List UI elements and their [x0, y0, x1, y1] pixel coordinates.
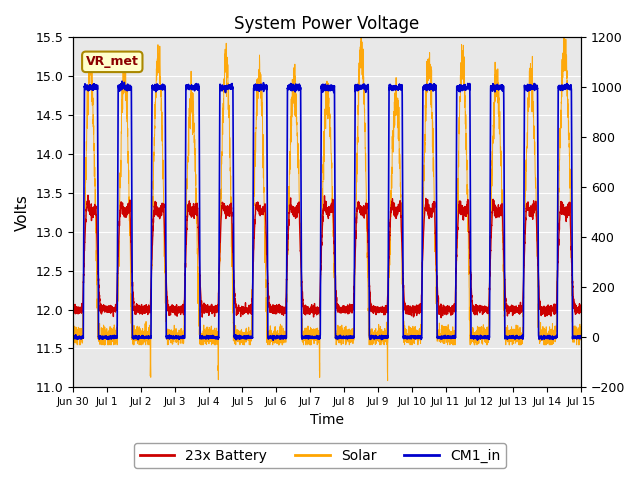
Text: VR_met: VR_met — [86, 55, 139, 68]
X-axis label: Time: Time — [310, 413, 344, 427]
Y-axis label: Volts: Volts — [15, 194, 30, 231]
Legend: 23x Battery, Solar, CM1_in: 23x Battery, Solar, CM1_in — [134, 443, 506, 468]
Title: System Power Voltage: System Power Voltage — [234, 15, 420, 33]
